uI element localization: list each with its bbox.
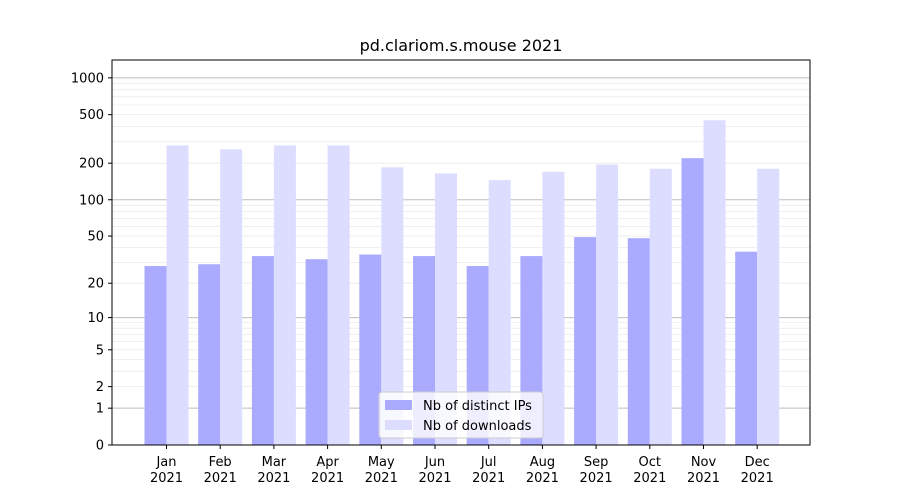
- x-tick-label-year: 2021: [526, 471, 559, 486]
- legend-label-downloads: Nb of downloads: [423, 419, 532, 434]
- y-tick-label: 50: [87, 230, 104, 245]
- bar-downloads: [542, 171, 565, 446]
- x-tick-label-month: May: [368, 455, 395, 470]
- bar-ips: [251, 256, 274, 445]
- y-tick-label: 100: [79, 193, 104, 208]
- x-tick-label-year: 2021: [204, 471, 237, 486]
- y-tick-label: 1000: [71, 71, 104, 86]
- y-tick-label: 20: [87, 277, 104, 292]
- y-tick-label: 0: [96, 439, 104, 454]
- bar-downloads: [381, 167, 404, 445]
- y-tick-label: 200: [79, 157, 104, 172]
- bar-downloads: [488, 180, 511, 446]
- x-tick-label-month: Jan: [155, 455, 176, 470]
- bar-downloads: [649, 168, 672, 445]
- x-tick-label-month: Feb: [209, 455, 232, 470]
- x-tick-label-month: Oct: [639, 455, 661, 470]
- plot-area-frame: [111, 59, 811, 446]
- bar-downloads: [166, 145, 189, 445]
- bar-ips: [735, 251, 758, 445]
- x-tick-label-year: 2021: [580, 471, 613, 486]
- x-tick-label-year: 2021: [311, 471, 344, 486]
- x-tick-label-month: Jun: [424, 455, 445, 470]
- bar-ips: [359, 254, 382, 445]
- axis-layer: 01251020501002005001000Jan2021Feb2021Mar…: [71, 71, 774, 486]
- legend: Nb of distinct IPs Nb of downloads: [378, 391, 544, 439]
- bar-ips: [574, 237, 597, 445]
- x-tick-label-month: Sep: [584, 455, 609, 470]
- bar-downloads: [757, 168, 780, 445]
- legend-box: [378, 391, 544, 439]
- chart-title: pd.clariom.s.mouse 2021: [360, 36, 563, 55]
- x-tick-label-year: 2021: [150, 471, 183, 486]
- y-tick-label: 2: [96, 380, 104, 395]
- bar-downloads: [435, 173, 457, 445]
- bar-ips: [305, 259, 328, 445]
- x-tick-label-year: 2021: [418, 471, 451, 486]
- x-tick-label-month: Nov: [691, 455, 717, 470]
- x-tick-label-year: 2021: [633, 471, 666, 486]
- y-tick-label: 500: [79, 108, 104, 123]
- x-tick-label-month: Apr: [316, 455, 339, 470]
- x-tick-label-year: 2021: [687, 471, 720, 486]
- legend-swatch-ips: [385, 400, 412, 410]
- bar-downloads: [273, 145, 296, 445]
- y-tick-label: 1: [96, 402, 104, 417]
- bar-ips: [144, 266, 167, 445]
- legend-label-ips: Nb of distinct IPs: [423, 399, 532, 414]
- bar-ips: [681, 158, 704, 445]
- x-tick-label-month: Mar: [262, 455, 287, 470]
- x-tick-label-year: 2021: [741, 471, 774, 486]
- bar-ips: [627, 238, 650, 445]
- bar-downloads: [220, 149, 243, 445]
- bar-downloads: [703, 120, 726, 446]
- x-tick-label-month: Dec: [745, 455, 770, 470]
- bar-ips: [198, 264, 221, 445]
- y-tick-label: 5: [96, 343, 104, 358]
- x-tick-label-year: 2021: [472, 471, 505, 486]
- x-tick-label-month: Aug: [530, 455, 555, 470]
- x-tick-label-year: 2021: [365, 471, 398, 486]
- legend-swatch-downloads: [385, 420, 412, 430]
- y-tick-label: 10: [87, 311, 104, 326]
- bar-downloads: [596, 164, 619, 445]
- x-tick-label-year: 2021: [257, 471, 290, 486]
- x-tick-label-month: Jul: [480, 455, 497, 470]
- bar-downloads: [327, 145, 350, 445]
